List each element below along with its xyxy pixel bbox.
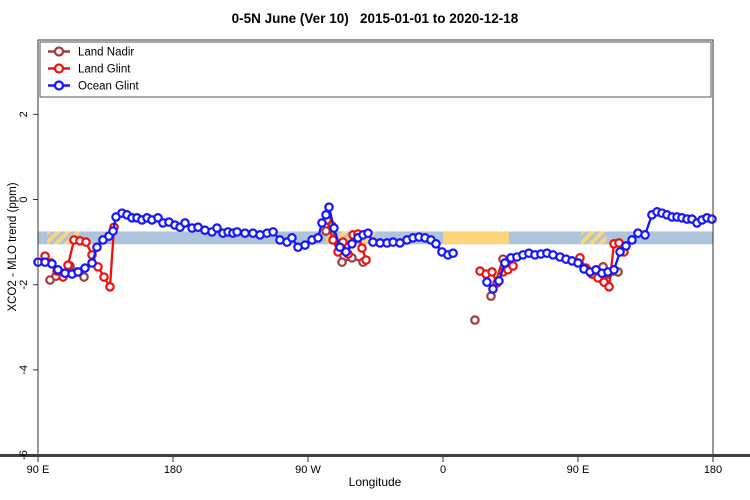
data-point-ocean-glint: [47, 259, 57, 269]
data-point-land-glint: [357, 243, 367, 253]
legend-label: Ocean Glint: [78, 81, 140, 93]
data-point-ocean-glint: [609, 264, 619, 275]
data-point-land-glint: [361, 255, 371, 265]
y-tick-label: 2: [18, 111, 30, 117]
data-point-ocean-glint: [232, 227, 242, 237]
y-tick-label: -4: [18, 365, 30, 375]
x-tick-label: 90 E: [27, 464, 50, 476]
data-point-ocean-glint: [87, 258, 97, 268]
data-point-ocean-glint: [80, 263, 90, 273]
legend-marker: [53, 46, 65, 57]
y-tick-label: 0: [18, 196, 30, 202]
data-point-ocean-glint: [341, 247, 351, 257]
x-axis-line: [0, 454, 750, 457]
x-tick-label: 180: [704, 464, 722, 476]
data-point-ocean-glint: [573, 258, 583, 268]
data-point-ocean-glint: [347, 239, 357, 249]
data-point-ocean-glint: [287, 233, 297, 243]
data-point-ocean-glint: [335, 242, 345, 253]
data-point-ocean-glint: [180, 218, 190, 228]
data-point-ocean-glint: [482, 277, 492, 287]
data-point-land-nadir: [337, 257, 347, 267]
data-point-ocean-glint: [488, 284, 498, 294]
highlight-segment: [581, 231, 607, 245]
x-tick-label: 90 W: [295, 464, 321, 476]
x-tick-label: 90 E: [567, 464, 590, 476]
data-point-land-nadir: [470, 315, 480, 325]
data-point-land-glint: [508, 261, 518, 271]
data-point-ocean-glint: [640, 230, 650, 240]
data-point-ocean-glint: [73, 267, 83, 277]
data-point-ocean-glint: [268, 227, 278, 237]
data-point-ocean-glint: [108, 226, 118, 236]
data-point-ocean-glint: [448, 248, 458, 258]
data-point-land-nadir: [79, 272, 89, 282]
chart-title: 0-5N June (Ver 10) 2015-01-01 to 2020-12…: [231, 11, 519, 26]
legend-marker: [53, 63, 65, 74]
data-point-ocean-glint: [615, 247, 625, 257]
data-point-ocean-glint: [621, 241, 631, 251]
data-point-ocean-glint: [212, 223, 222, 233]
y-tick-label: -2: [18, 280, 30, 290]
legend-marker: [53, 80, 65, 91]
data-point-ocean-glint: [92, 242, 102, 253]
x-tick-label: 180: [164, 464, 182, 476]
highlight-segment: [443, 231, 509, 245]
data-point-land-glint: [99, 272, 109, 282]
data-point-ocean-glint: [240, 228, 250, 238]
data-point-ocean-glint: [324, 202, 334, 212]
data-point-ocean-glint: [494, 276, 504, 286]
data-point-ocean-glint: [300, 240, 310, 250]
data-point-ocean-glint: [313, 233, 323, 243]
data-point-ocean-glint: [627, 235, 637, 245]
data-point-ocean-glint: [363, 228, 373, 238]
y-tick-label: -6: [18, 450, 30, 460]
data-point-ocean-glint: [321, 210, 331, 220]
data-point-land-glint: [604, 282, 614, 292]
data-point-ocean-glint: [329, 223, 339, 233]
data-point-ocean-glint: [317, 218, 327, 228]
data-point-land-glint: [487, 267, 497, 277]
legend-label: Land Nadir: [78, 47, 134, 59]
data-point-land-glint: [328, 235, 338, 245]
data-point-ocean-glint: [707, 214, 717, 224]
legend-box: [39, 41, 712, 98]
x-axis-title: Longitude: [348, 475, 402, 489]
data-point-land-glint: [105, 282, 115, 292]
data-point-ocean-glint: [500, 258, 510, 268]
data-point-land-glint: [63, 260, 73, 270]
data-point-land-glint: [81, 237, 91, 247]
plot-area: 90 E 180 90 W 0 90 E 180 2 0 -2 -4 -6 Land Nadir Lan…: [0, 39, 750, 476]
x-tick-label: 0: [440, 464, 446, 476]
legend-label: Land Glint: [78, 64, 131, 76]
data-point-ocean-glint: [431, 239, 441, 249]
